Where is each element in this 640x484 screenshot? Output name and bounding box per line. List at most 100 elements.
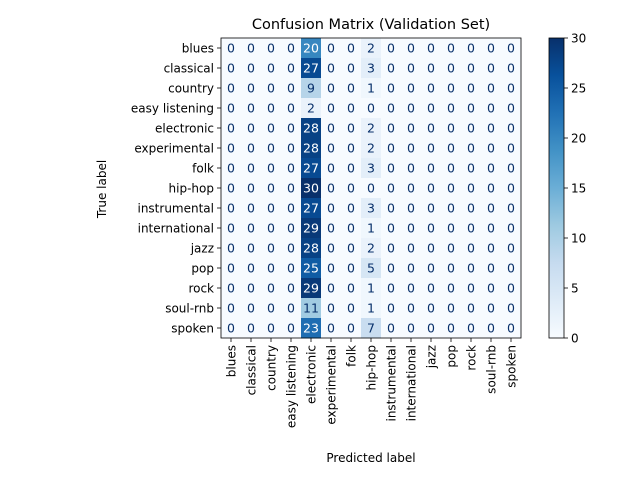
heatmap-cell bbox=[501, 318, 522, 339]
heatmap-cell bbox=[241, 218, 262, 239]
heatmap-cell bbox=[361, 118, 382, 139]
x-tick-label: pop bbox=[445, 345, 459, 368]
heatmap-cell bbox=[461, 58, 482, 79]
heatmap-cell bbox=[421, 98, 442, 119]
cell-value-label: 0 bbox=[387, 101, 395, 116]
heatmap-cell bbox=[381, 218, 402, 239]
heatmap-cell bbox=[281, 78, 302, 99]
heatmap-cell bbox=[421, 278, 442, 299]
heatmap-cell bbox=[501, 38, 522, 59]
cell-value-label: 0 bbox=[467, 81, 475, 96]
cell-value-label: 0 bbox=[347, 281, 355, 296]
colorbar-scale bbox=[548, 37, 565, 339]
heatmap-cell bbox=[341, 58, 362, 79]
heatmap-cell bbox=[321, 218, 342, 239]
cell-value-label: 27 bbox=[303, 61, 319, 76]
cell-value-label: 0 bbox=[247, 201, 255, 216]
heatmap-cell bbox=[341, 298, 362, 319]
heatmap-cell bbox=[361, 238, 382, 259]
heatmap-cell bbox=[461, 218, 482, 239]
heatmap-cell bbox=[481, 278, 502, 299]
heatmap-cell bbox=[421, 158, 442, 179]
heatmap-cell bbox=[321, 38, 342, 59]
cell-value-label: 0 bbox=[467, 161, 475, 176]
y-tick-label: experimental bbox=[134, 142, 214, 156]
heatmap-cell bbox=[261, 258, 282, 279]
cell-value-label: 0 bbox=[267, 101, 275, 116]
cell-value-label: 0 bbox=[467, 201, 475, 216]
cell-value-label: 0 bbox=[447, 161, 455, 176]
cell-value-label: 0 bbox=[227, 261, 235, 276]
cell-value-label: 0 bbox=[287, 121, 295, 136]
heatmap-cell bbox=[281, 98, 302, 119]
cell-value-label: 0 bbox=[407, 121, 415, 136]
cell-value-label: 0 bbox=[327, 321, 335, 336]
cell-value-label: 0 bbox=[387, 281, 395, 296]
cell-value-label: 0 bbox=[227, 41, 235, 56]
cell-value-label: 28 bbox=[303, 121, 319, 136]
cell-value-label: 0 bbox=[427, 121, 435, 136]
cell-value-label: 0 bbox=[367, 181, 375, 196]
heatmap-cell bbox=[441, 98, 462, 119]
cell-value-label: 0 bbox=[287, 81, 295, 96]
cell-value-label: 0 bbox=[507, 221, 515, 236]
x-tick-label: jazz bbox=[425, 345, 439, 369]
cell-value-label: 0 bbox=[507, 261, 515, 276]
heatmap-cell bbox=[221, 158, 242, 179]
cell-value-label: 0 bbox=[427, 81, 435, 96]
heatmap-cell bbox=[301, 178, 322, 199]
heatmap-cell bbox=[361, 78, 382, 99]
cell-value-label: 0 bbox=[487, 61, 495, 76]
heatmap-cell bbox=[401, 298, 422, 319]
heatmap-cell bbox=[441, 118, 462, 139]
heatmap-cell bbox=[341, 318, 362, 339]
y-tick-label: jazz bbox=[190, 242, 214, 256]
cell-value-label: 0 bbox=[267, 61, 275, 76]
heatmap-cell bbox=[421, 178, 442, 199]
cell-value-label: 0 bbox=[487, 101, 495, 116]
heatmap-cell bbox=[401, 38, 422, 59]
heatmap-cell bbox=[381, 158, 402, 179]
x-tick-label: country bbox=[265, 345, 279, 391]
cell-value-label: 0 bbox=[287, 41, 295, 56]
heatmap-cell bbox=[221, 238, 242, 259]
cell-value-label: 0 bbox=[507, 121, 515, 136]
heatmap-cell bbox=[261, 158, 282, 179]
cell-value-label: 0 bbox=[387, 181, 395, 196]
cell-value-label: 0 bbox=[487, 41, 495, 56]
heatmap-cell bbox=[441, 218, 462, 239]
y-tick-label: soul-rnb bbox=[165, 302, 214, 316]
cell-value-label: 1 bbox=[367, 301, 375, 316]
cell-value-label: 0 bbox=[267, 181, 275, 196]
heatmap-cell bbox=[381, 318, 402, 339]
y-tick-label: rock bbox=[188, 282, 214, 296]
heatmap-cell bbox=[381, 58, 402, 79]
heatmap-cell bbox=[441, 38, 462, 59]
cell-value-label: 0 bbox=[247, 161, 255, 176]
cell-value-label: 0 bbox=[467, 301, 475, 316]
heatmap-cell bbox=[261, 238, 282, 259]
y-tick-label: spoken bbox=[171, 322, 214, 336]
heatmap-cell bbox=[481, 218, 502, 239]
cell-value-label: 0 bbox=[487, 301, 495, 316]
heatmap-cell bbox=[241, 258, 262, 279]
heatmap-cell bbox=[381, 118, 402, 139]
cell-value-label: 0 bbox=[227, 61, 235, 76]
heatmap-cell bbox=[501, 258, 522, 279]
heatmap-cell bbox=[421, 218, 442, 239]
heatmap-cell bbox=[321, 278, 342, 299]
x-tick-label: instrumental bbox=[385, 345, 399, 422]
x-axis-label: Predicted label bbox=[326, 451, 415, 465]
cell-value-label: 0 bbox=[327, 141, 335, 156]
heatmap-cell bbox=[441, 198, 462, 219]
cell-value-label: 0 bbox=[427, 221, 435, 236]
heatmap-cell bbox=[261, 138, 282, 159]
x-tick-label: rock bbox=[465, 345, 479, 371]
heatmap-cell bbox=[241, 78, 262, 99]
heatmap-cell bbox=[421, 58, 442, 79]
cell-value-label: 0 bbox=[247, 181, 255, 196]
heatmap-cell bbox=[301, 138, 322, 159]
cell-value-label: 0 bbox=[287, 241, 295, 256]
cell-value-label: 0 bbox=[327, 301, 335, 316]
heatmap-cell bbox=[421, 298, 442, 319]
